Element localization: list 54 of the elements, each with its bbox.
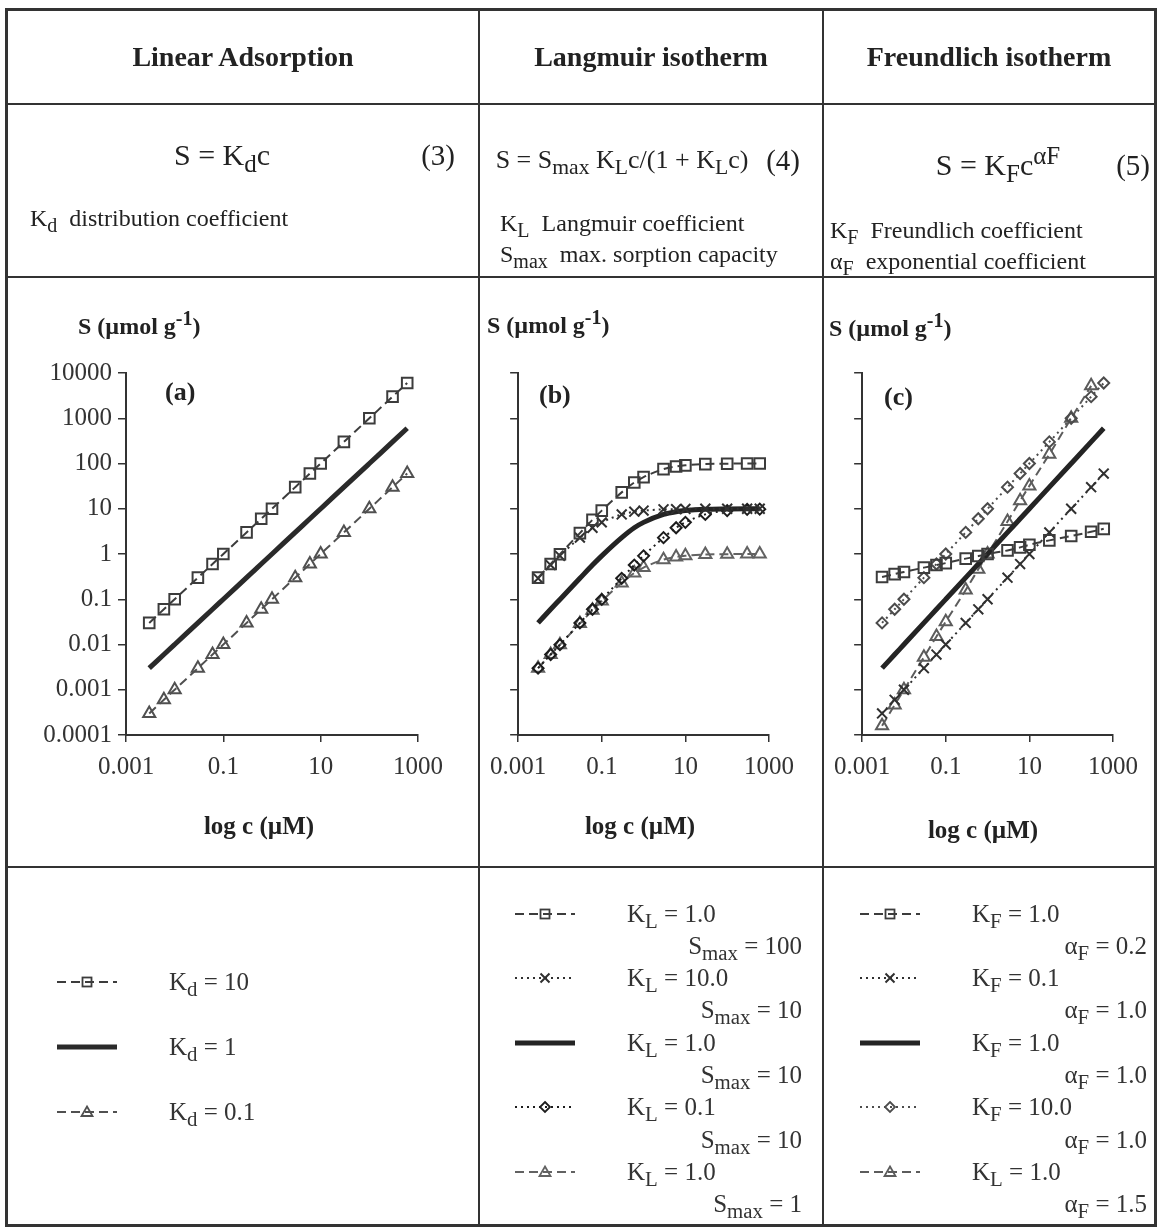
text: K$_{F}$ Freundlich coefficient α$_{F}$ exponential coefficient — [830, 216, 1086, 279]
legend-label: K$_{d}$ = 0.1 — [169, 1096, 256, 1131]
annotation: (a) — [165, 377, 196, 407]
legend-label: K$_{L}$ = 1.0 S$_{max}$ = 10 — [627, 1027, 802, 1094]
x-tick-label: 0.1 — [930, 751, 962, 779]
y-tick-label: 100 — [74, 448, 112, 476]
legend-label: K$_{F}$ = 0.1 α$_{F}$ = 1.0 — [972, 964, 1147, 1030]
x-tick-label: 0.001 — [490, 751, 547, 779]
x-tick-label: 1000 — [1088, 751, 1138, 779]
chart-title: Langmuir isotherm — [534, 41, 768, 73]
text: (5) — [1116, 148, 1150, 182]
y-tick-label: 0.01 — [68, 629, 112, 657]
x-tick-label: 0.1 — [207, 751, 239, 779]
text: K$_{L}$ Langmuir coefficient S$_{max}$ max. sorption capacity — [500, 209, 778, 272]
x-axis-title: log c (µM) — [584, 812, 696, 840]
y-tick-label: 10 — [87, 493, 112, 521]
legend-label: K$_{L}$ = 0.1 S$_{max}$ = 10 — [627, 1092, 802, 1159]
text: S = K$_{F}$c$^{αF}$ — [935, 142, 1061, 187]
legend-label: K$_{F}$ = 1.0 α$_{F}$ = 0.2 — [972, 898, 1147, 965]
x-tick-label: 10 — [308, 751, 334, 779]
chart-title: Freundlich isotherm — [866, 41, 1112, 73]
y-tick-label: 1000 — [62, 402, 112, 430]
y-tick-label: 0.001 — [55, 674, 112, 702]
x-axis-title: log c (µM) — [203, 812, 315, 840]
legend-label: K$_{L}$ = 1.0 S$_{max}$ = 1 — [627, 1156, 802, 1224]
y-tick-label: 1 — [99, 538, 112, 566]
y-axis-title: S (µmol g$^{-1}$) — [829, 308, 952, 342]
text: K$_{d}$ distribution coefficient — [30, 204, 289, 236]
chart-title: Linear Adsorption — [132, 41, 354, 73]
x-tick-label: 0.1 — [586, 751, 618, 779]
y-tick-label: 0.1 — [80, 583, 112, 611]
legend-label: K$_{d}$ = 10 — [169, 966, 250, 1001]
x-tick-label: 10 — [672, 751, 698, 779]
y-axis-title: S (µmol g$^{-1}$) — [487, 305, 610, 339]
legend-label: K$_{L}$ = 1.0 α$_{F}$ = 1.5 — [972, 1157, 1147, 1224]
legend-label: K$_{F}$ = 10.0 α$_{F}$ = 1.0 — [972, 1093, 1147, 1159]
legend-label: K$_{d}$ = 1 — [169, 1031, 237, 1066]
x-tick-label: 10 — [1016, 751, 1042, 779]
x-tick-label: 1000 — [393, 751, 443, 779]
legend-label: K$_{L}$ = 1.0 S$_{max}$ = 100 — [627, 898, 802, 965]
annotation: (c) — [884, 382, 913, 412]
text: S = S$_{max}$ K$_{L}$c/(1 + K$_{L}$c) — [495, 145, 749, 180]
y-tick-label: 10000 — [49, 357, 112, 385]
y-tick-label: 0.0001 — [43, 719, 112, 747]
x-tick-label: 0.001 — [834, 751, 891, 779]
annotation: (b) — [539, 380, 571, 410]
text: (4) — [766, 143, 800, 177]
legend-label: K$_{L}$ = 10.0 S$_{max}$ = 10 — [627, 963, 802, 1030]
text: S = K$_{d}$c — [173, 138, 271, 177]
text: (3) — [421, 138, 455, 172]
y-axis-title: S (µmol g$^{-1}$) — [78, 306, 201, 340]
x-tick-label: 1000 — [744, 751, 794, 779]
x-axis-title: log c (µM) — [927, 816, 1039, 844]
legend-label: K$_{F}$ = 1.0 α$_{F}$ = 1.0 — [972, 1028, 1147, 1094]
